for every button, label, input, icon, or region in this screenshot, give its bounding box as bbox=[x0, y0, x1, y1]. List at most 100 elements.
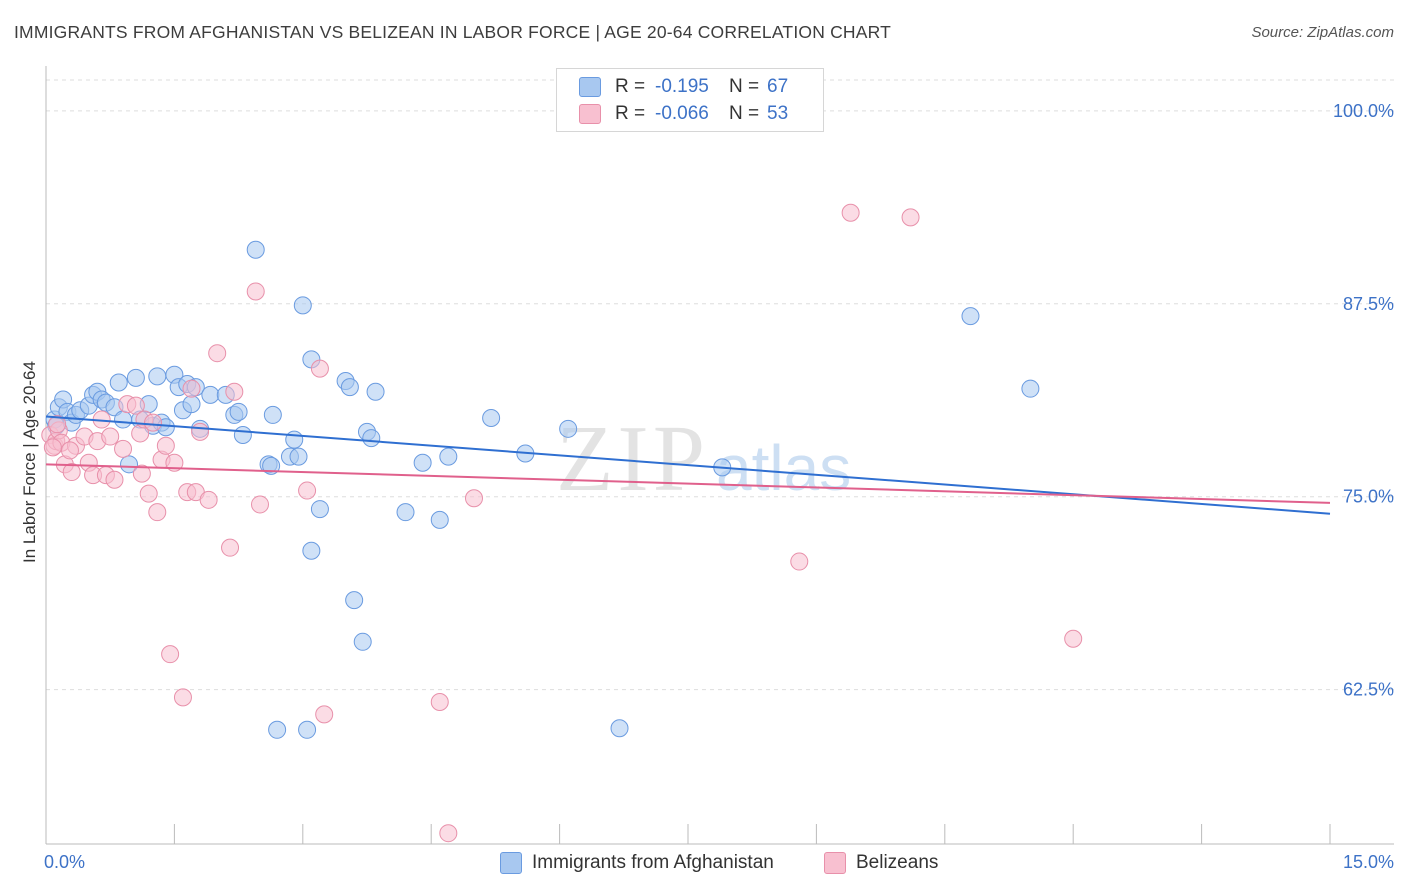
belizean-point bbox=[173, 688, 192, 707]
afghanistan-point bbox=[293, 296, 312, 315]
belizean-point bbox=[221, 538, 240, 557]
belizean-point bbox=[144, 413, 162, 432]
belizean-point bbox=[156, 436, 175, 455]
watermark-zip: ZIP bbox=[556, 407, 709, 511]
afghanistan-point bbox=[246, 240, 265, 259]
belizean-point bbox=[132, 464, 151, 483]
afghanistan-point bbox=[345, 591, 364, 610]
belizean-point bbox=[901, 208, 920, 227]
legend-n-value: 67 bbox=[767, 76, 789, 97]
legend-n-value: 53 bbox=[767, 103, 789, 124]
afghanistan-point bbox=[961, 307, 980, 326]
legend-r-value: -0.195 bbox=[655, 76, 709, 97]
belizean-point bbox=[246, 282, 265, 301]
afghanistan-point bbox=[126, 368, 145, 387]
afghanistan-point bbox=[340, 378, 359, 397]
axes bbox=[45, 66, 1394, 845]
afghanistan-point bbox=[201, 385, 220, 404]
y-tick-labels: 62.5% 75.0% 87.5% 100.0% bbox=[1333, 101, 1394, 700]
belizean-point bbox=[199, 490, 218, 509]
legend-row-belizeans: R = -0.066 N = 53 bbox=[579, 101, 788, 127]
belizean-point bbox=[139, 484, 158, 503]
chart-title: IMMIGRANTS FROM AFGHANISTAN VS BELIZEAN … bbox=[14, 22, 892, 42]
belizean-point bbox=[126, 396, 145, 415]
x-tick-max: 15.0% bbox=[1342, 852, 1394, 872]
legend-r-label: R = bbox=[615, 103, 646, 124]
afghanistan-point bbox=[114, 410, 133, 429]
bottom-legend-swatch-afghanistan bbox=[500, 852, 522, 874]
bottom-legend-swatch-belizeans bbox=[824, 852, 846, 874]
grid-lines bbox=[46, 79, 1394, 691]
correlation-legend: R = -0.195 N = 67 R = -0.066 N = 53 bbox=[556, 68, 824, 132]
belizean-point bbox=[790, 552, 809, 571]
y-tick-label: 62.5% bbox=[1343, 680, 1394, 700]
afghanistan-point bbox=[233, 425, 252, 444]
legend-swatch-belizeans bbox=[579, 104, 601, 124]
belizean-point bbox=[105, 470, 124, 489]
belizean-point bbox=[315, 705, 334, 724]
legend-r-value: -0.066 bbox=[655, 103, 709, 124]
belizean-point bbox=[62, 463, 81, 482]
legend-swatch-afghanistan bbox=[579, 77, 601, 97]
legend-r-label: R = bbox=[615, 76, 646, 97]
belizean-trend-line bbox=[45, 463, 1331, 504]
afghanistan-point bbox=[109, 373, 128, 392]
afghanistan-point bbox=[298, 720, 317, 739]
afghanistan-point bbox=[559, 419, 578, 438]
belizean-point bbox=[208, 344, 227, 363]
afghanistan-point bbox=[439, 447, 458, 466]
afghanistan-point bbox=[413, 453, 432, 472]
source-label: Source: ZipAtlas.com bbox=[1251, 24, 1394, 41]
belizean-point bbox=[191, 422, 210, 441]
belizean-point bbox=[310, 359, 329, 378]
bottom-legend-label-belizeans: Belizeans bbox=[856, 852, 939, 873]
trend-lines bbox=[45, 415, 1331, 515]
belizean-point bbox=[465, 489, 483, 508]
afghanistan-point bbox=[289, 447, 308, 466]
belizean-point bbox=[161, 645, 180, 664]
afghanistan-point bbox=[148, 367, 167, 386]
belizean-point bbox=[225, 382, 244, 401]
afghanistan-point bbox=[263, 405, 282, 424]
x-tick-min: 0.0% bbox=[44, 852, 86, 872]
afghanistan-point bbox=[353, 632, 372, 651]
belizean-point bbox=[114, 439, 133, 458]
bottom-legend-label-afghanistan: Immigrants from Afghanistan bbox=[532, 852, 774, 873]
belizean-point bbox=[251, 495, 269, 514]
belizean-point bbox=[60, 441, 79, 460]
afghanistan-point bbox=[366, 382, 385, 401]
belizean-point bbox=[43, 438, 62, 457]
afghanistan-point bbox=[362, 429, 381, 448]
afghanistan-point bbox=[482, 409, 501, 428]
y-tick-label: 100.0% bbox=[1333, 101, 1394, 121]
afghanistan-point bbox=[310, 500, 329, 519]
afghanistan-point bbox=[120, 455, 139, 474]
data-points bbox=[41, 203, 1083, 843]
afghanistan-point bbox=[1021, 379, 1040, 398]
belizean-point bbox=[430, 693, 449, 712]
afghanistan-point bbox=[610, 719, 629, 738]
belizean-point bbox=[841, 203, 860, 222]
y-axis-label: In Labor Force | Age 20-64 bbox=[20, 361, 39, 563]
legend-n-label: N = bbox=[729, 76, 760, 97]
afghanistan-point bbox=[229, 402, 248, 421]
bottom-legend-belizeans: Belizeans bbox=[824, 852, 938, 874]
bottom-legend-afghanistan: Immigrants from Afghanistan bbox=[500, 852, 774, 874]
belizean-point bbox=[165, 453, 184, 472]
afghanistan-trend-line bbox=[45, 415, 1331, 515]
belizean-point bbox=[1064, 629, 1083, 648]
legend-n-label: N = bbox=[729, 103, 760, 124]
belizean-point bbox=[148, 503, 167, 522]
belizean-point bbox=[298, 481, 317, 500]
y-tick-label: 87.5% bbox=[1343, 294, 1394, 314]
belizean-point bbox=[101, 427, 120, 446]
afghanistan-point bbox=[182, 395, 201, 414]
belizean-point bbox=[48, 415, 67, 434]
y-tick-label: 75.0% bbox=[1343, 487, 1394, 507]
belizean-point bbox=[439, 824, 458, 843]
legend-row-afghanistan: R = -0.195 N = 67 bbox=[579, 74, 788, 100]
afghanistan-point bbox=[396, 503, 415, 522]
afghanistan-point bbox=[268, 720, 287, 739]
afghanistan-point bbox=[302, 541, 321, 560]
